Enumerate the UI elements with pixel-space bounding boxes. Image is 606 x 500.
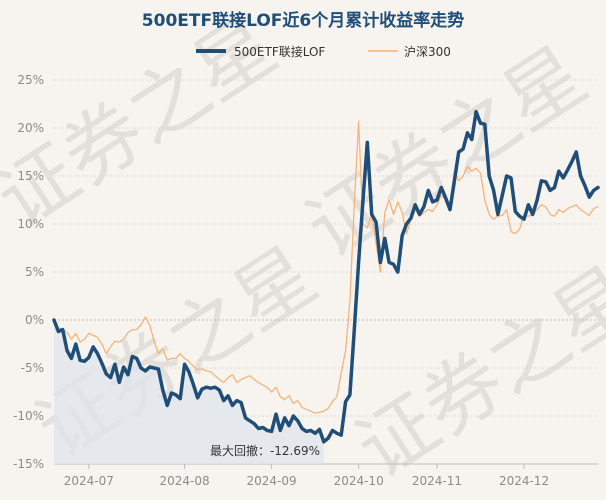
y-tick-label: -10% <box>13 409 44 423</box>
y-tick-label: 20% <box>17 121 44 135</box>
y-tick-label: -15% <box>13 457 44 471</box>
y-tick-label: 0% <box>25 313 44 327</box>
legend-label-fund: 500ETF联接LOF <box>234 44 325 59</box>
drawdown-annotation: 最大回撤：-12.69% <box>210 443 320 458</box>
x-tick-label: 2024-11 <box>412 474 462 488</box>
watermark-2: 证券之星 <box>291 31 602 276</box>
x-tick-label: 2024-12 <box>499 474 549 488</box>
y-tick-label: 25% <box>17 73 44 87</box>
x-axis: 2024-07 2024-08 2024-09 2024-10 2024-11 2024-… <box>54 463 598 488</box>
x-tick-label: 2024-09 <box>247 474 297 488</box>
series-lines <box>52 109 600 444</box>
x-tick-label: 2024-10 <box>334 474 384 488</box>
legend-label-index: 沪深300 <box>404 45 451 59</box>
series-line-index <box>53 120 599 414</box>
x-tick-label: 2024-08 <box>159 474 209 488</box>
y-tick-label: 10% <box>17 217 44 231</box>
x-tick-label: 2024-07 <box>64 474 114 488</box>
y-tick-label: 5% <box>25 265 44 279</box>
legend: 500ETF联接LOF 沪深300 <box>196 44 451 59</box>
series-line-fund <box>52 109 600 444</box>
watermark-4: 证券之星 <box>341 251 606 496</box>
y-axis: -15% -10% -5% 0% 5% 10% 15% 20% 25% <box>13 73 44 471</box>
y-tick-label: -5% <box>21 361 44 375</box>
chart-title: 500ETF联接LOF近6个月累计收益率走势 <box>142 10 464 31</box>
y-tick-label: 15% <box>17 169 44 183</box>
